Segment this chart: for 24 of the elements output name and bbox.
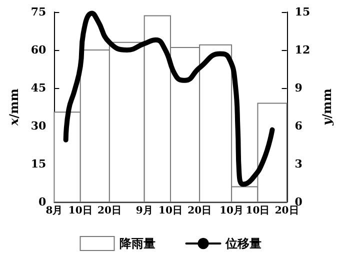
x-tick-label: 10日 (68, 206, 92, 216)
y-tick-label: 45 (30, 82, 46, 94)
x-tick-label: 10日 (158, 206, 182, 216)
x-tick-label: 8月 (46, 206, 63, 216)
y-tick-label: 75 (30, 6, 46, 18)
x-tick-label: 10日 (246, 206, 270, 216)
x-tick-label: 9月 (136, 206, 153, 216)
x-tick-label: 20日 (188, 206, 212, 216)
y-tick-label: 0 (38, 196, 47, 208)
x-tick-label: 20日 (274, 206, 299, 216)
x-tick-label: 10月 (220, 206, 244, 216)
y-axis-title: x/mm (7, 88, 21, 126)
y-tick-label: 15 (30, 158, 46, 170)
y2-tick-label: 9 (294, 82, 302, 94)
y-tick-label: 60 (30, 44, 47, 56)
y2-tick-label: 6 (294, 120, 303, 132)
y-tick-label: 30 (30, 120, 47, 132)
y2-tick-label: 3 (294, 158, 302, 170)
y2-tick-label: 15 (294, 6, 310, 18)
y2-tick-label: 12 (294, 44, 310, 56)
x-tick-label: 20日 (97, 206, 122, 216)
y2-axis-title: y/mm (320, 88, 334, 126)
legend-label: 降雨量 (119, 236, 156, 250)
legend-label: 位移量 (224, 236, 262, 250)
